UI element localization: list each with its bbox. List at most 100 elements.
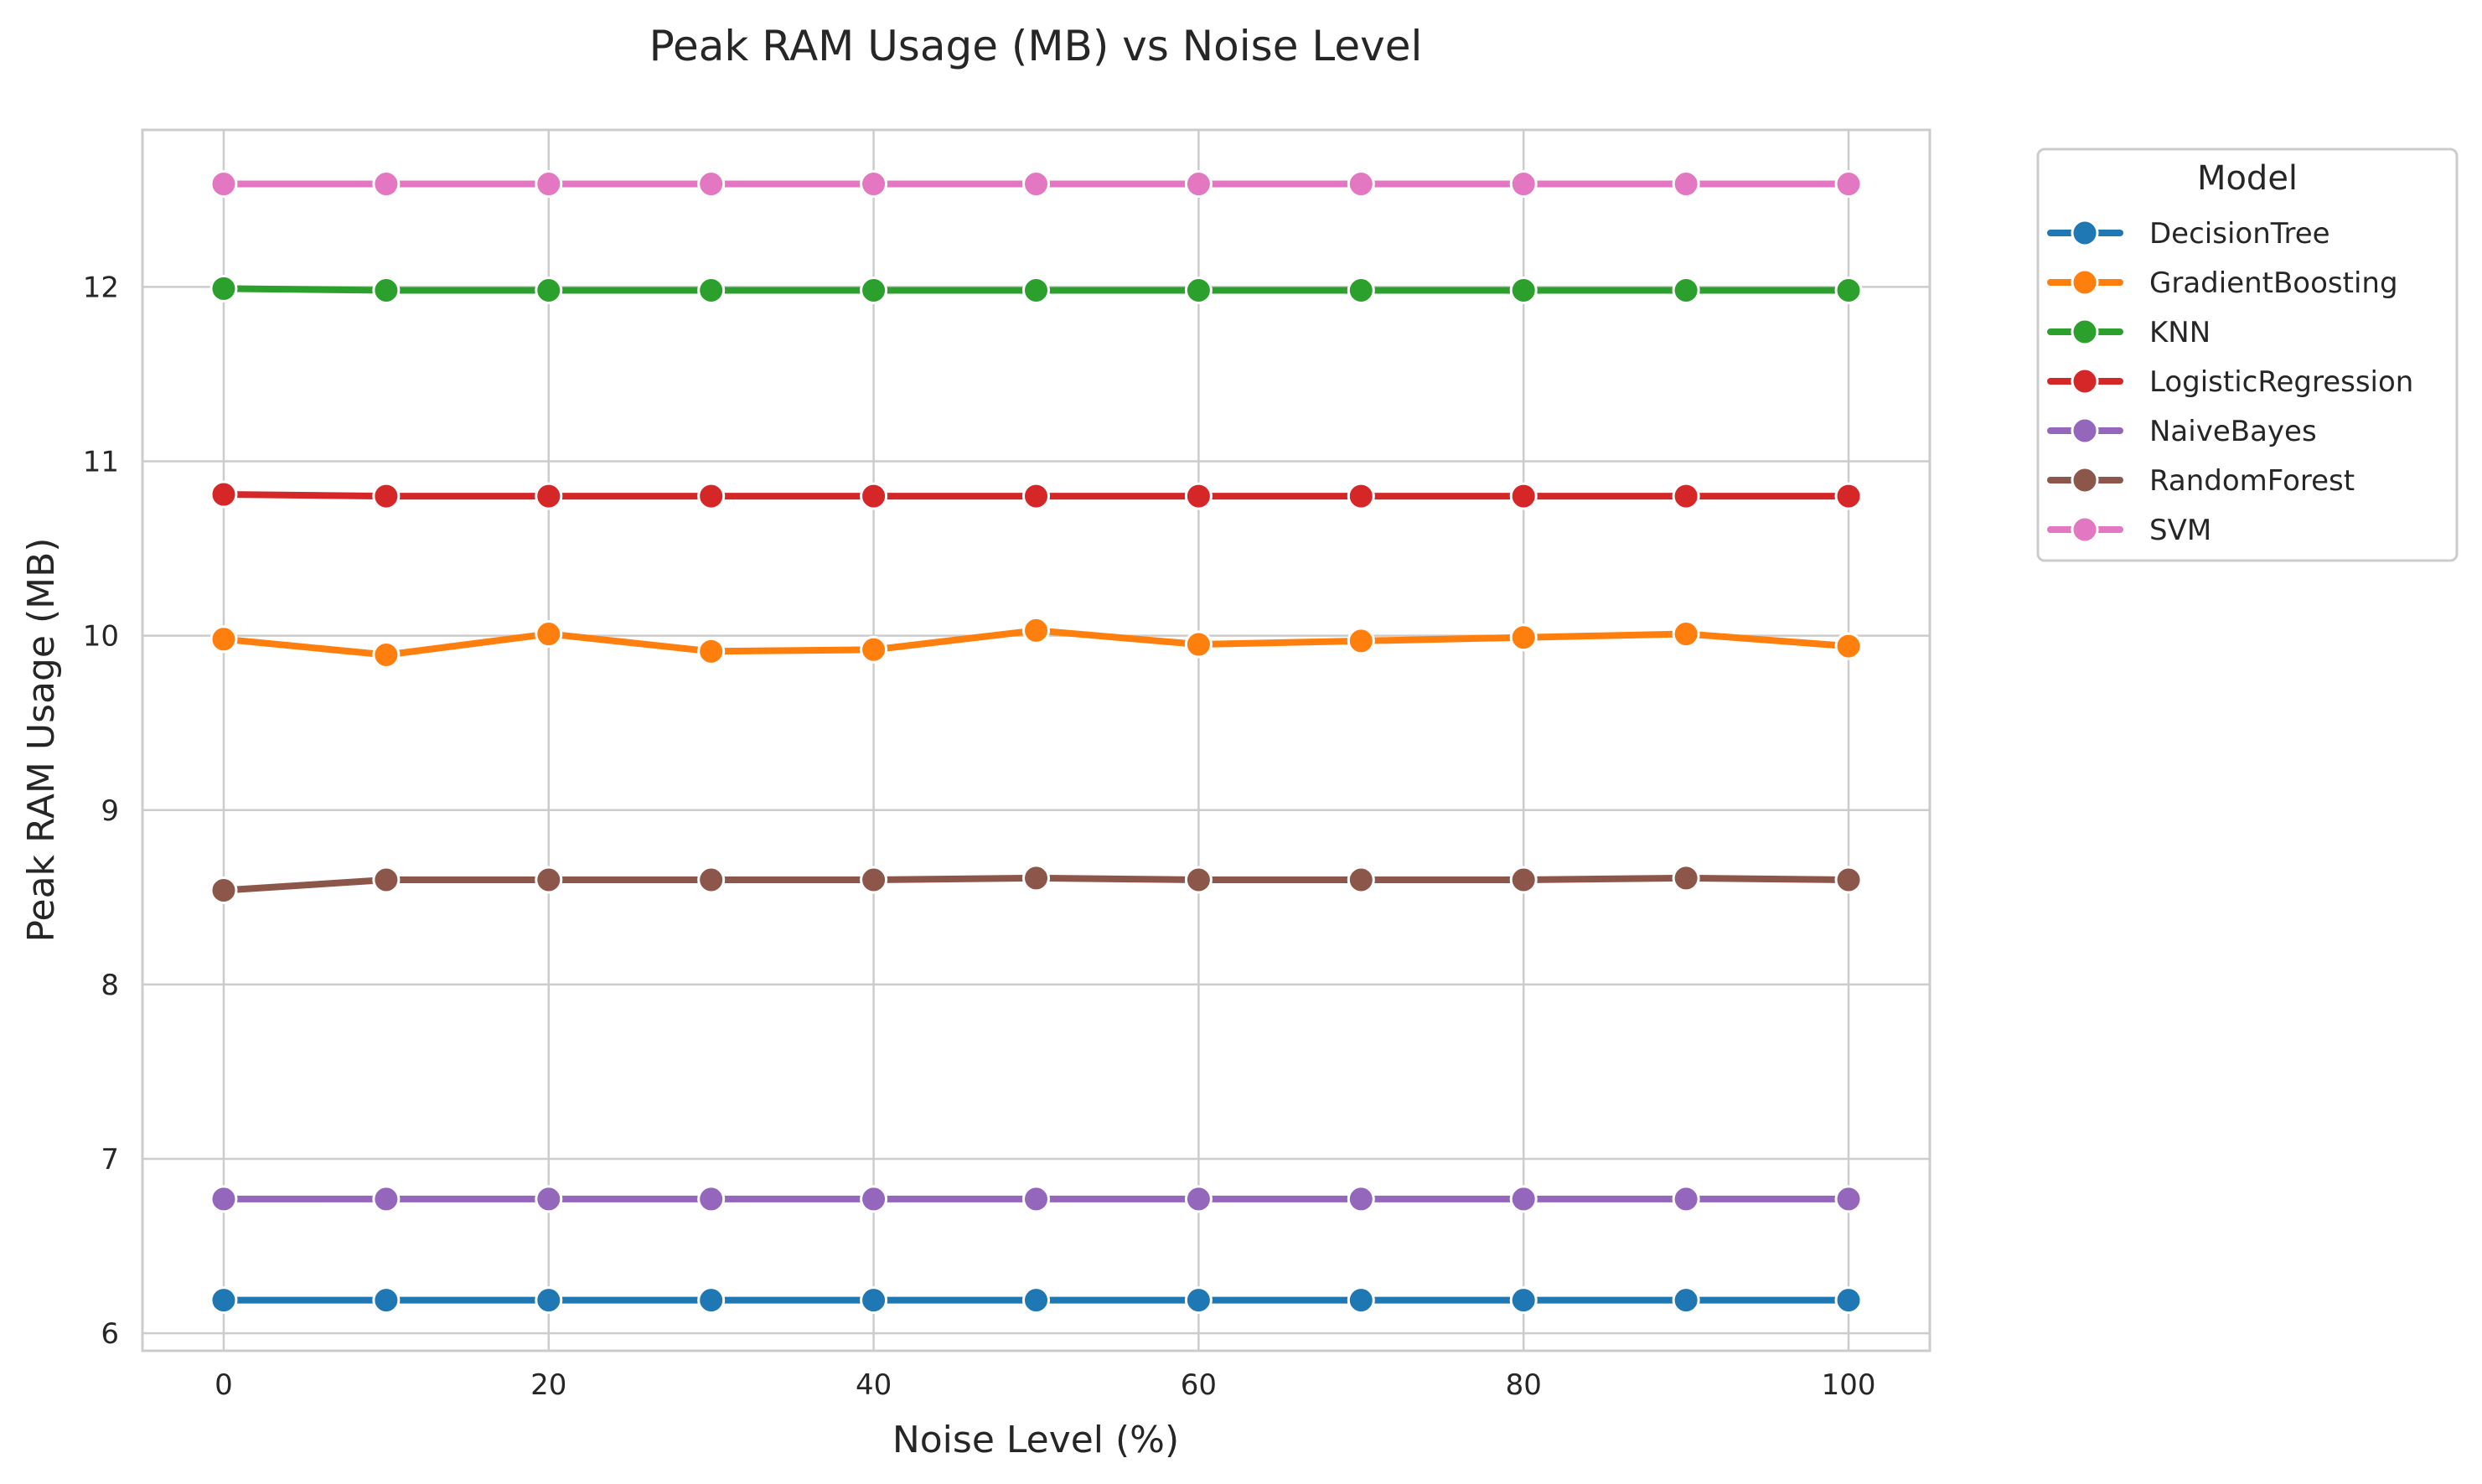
data-point-decisiontree — [372, 1286, 401, 1315]
series-naivebayes — [209, 1185, 1863, 1213]
legend-swatch-marker — [2071, 219, 2099, 247]
data-point-naivebayes — [372, 1185, 401, 1213]
data-point-naivebayes — [209, 1185, 238, 1213]
data-point-knn — [697, 276, 726, 304]
data-point-svm — [372, 170, 401, 199]
y-tick-label: 7 — [101, 1143, 119, 1176]
data-point-knn — [1022, 276, 1050, 304]
legend-item-randomforest: RandomForest — [2047, 464, 2355, 498]
legend-box — [2036, 147, 2459, 562]
data-point-gradientboosting — [1347, 627, 1375, 655]
data-point-gradientboosting — [1672, 620, 1700, 649]
data-point-decisiontree — [1672, 1286, 1700, 1315]
legend-label: GradientBoosting — [2149, 266, 2398, 300]
legend-label: DecisionTree — [2149, 217, 2330, 251]
legend-items: DecisionTree GradientBoosting KNN LogisticR… — [2047, 217, 2413, 547]
data-point-decisiontree — [1184, 1286, 1213, 1315]
data-point-naivebayes — [697, 1185, 726, 1213]
data-point-svm — [209, 170, 238, 199]
data-point-randomforest — [535, 866, 563, 894]
data-point-naivebayes — [1022, 1185, 1050, 1213]
data-point-logisticregression — [1347, 482, 1375, 510]
series-decisiontree — [209, 1286, 1863, 1315]
legend-swatch-marker — [2071, 515, 2099, 544]
legend: Model DecisionTree GradientBoosting KNN Log… — [2036, 147, 2459, 562]
data-point-gradientboosting — [209, 625, 238, 654]
data-point-randomforest — [372, 866, 401, 894]
data-point-gradientboosting — [1834, 632, 1863, 660]
y-tick-label: 12 — [83, 271, 119, 304]
data-point-randomforest — [209, 876, 238, 905]
x-tick-label: 60 — [1181, 1368, 1217, 1402]
data-point-knn — [372, 276, 401, 304]
y-tick-label: 11 — [83, 445, 119, 478]
chart-title: Peak RAM Usage (MB) vs Noise Level — [649, 22, 1423, 70]
data-point-logisticregression — [1022, 482, 1050, 510]
data-point-svm — [860, 170, 888, 199]
data-point-knn — [1184, 276, 1213, 304]
data-point-gradientboosting — [1509, 623, 1538, 652]
data-point-gradientboosting — [1022, 616, 1050, 644]
data-point-randomforest — [697, 866, 726, 894]
legend-label: NaiveBayes — [2149, 415, 2317, 448]
data-point-decisiontree — [1834, 1286, 1863, 1315]
data-point-naivebayes — [860, 1185, 888, 1213]
data-point-naivebayes — [1672, 1185, 1700, 1213]
data-point-decisiontree — [860, 1286, 888, 1315]
series-layer — [209, 170, 1863, 1315]
data-point-randomforest — [1184, 866, 1213, 894]
data-point-logisticregression — [1184, 482, 1213, 510]
data-point-decisiontree — [1022, 1286, 1050, 1315]
series-knn — [209, 274, 1863, 304]
legend-swatch-marker — [2071, 318, 2099, 346]
data-point-svm — [1184, 170, 1213, 199]
x-tick-label: 0 — [215, 1368, 233, 1402]
x-tick-label: 20 — [530, 1368, 566, 1402]
legend-swatch-marker — [2071, 367, 2099, 396]
data-point-naivebayes — [1347, 1185, 1375, 1213]
data-point-randomforest — [1672, 864, 1700, 892]
data-point-decisiontree — [209, 1286, 238, 1315]
data-point-svm — [697, 170, 726, 199]
data-point-logisticregression — [860, 482, 888, 510]
data-point-logisticregression — [1834, 482, 1863, 510]
legend-item-svm: SVM — [2047, 514, 2211, 547]
legend-label: SVM — [2149, 514, 2211, 547]
legend-item-naivebayes: NaiveBayes — [2047, 415, 2317, 448]
data-point-svm — [1834, 170, 1863, 199]
data-point-decisiontree — [1509, 1286, 1538, 1315]
legend-label: LogisticRegression — [2149, 365, 2413, 399]
data-point-randomforest — [1509, 866, 1538, 894]
data-point-knn — [1509, 276, 1538, 304]
data-point-logisticregression — [535, 482, 563, 510]
data-point-gradientboosting — [372, 641, 401, 670]
data-point-gradientboosting — [535, 620, 563, 649]
data-point-naivebayes — [1184, 1185, 1213, 1213]
y-tick-label: 9 — [101, 794, 119, 828]
data-point-decisiontree — [697, 1286, 726, 1315]
data-point-decisiontree — [535, 1286, 563, 1315]
data-point-logisticregression — [697, 482, 726, 510]
data-point-naivebayes — [1509, 1185, 1538, 1213]
data-point-randomforest — [860, 866, 888, 894]
data-point-knn — [209, 274, 238, 302]
data-point-knn — [1672, 276, 1700, 304]
data-point-svm — [1672, 170, 1700, 199]
series-randomforest — [209, 864, 1863, 905]
x-tick-labels: 0 20 40 60 80 100 — [215, 1368, 1875, 1402]
data-point-logisticregression — [372, 482, 401, 510]
legend-item-gradientboosting: GradientBoosting — [2047, 266, 2398, 300]
data-point-gradientboosting — [860, 635, 888, 664]
data-point-logisticregression — [209, 480, 238, 509]
series-svm — [209, 170, 1863, 199]
data-point-svm — [1509, 170, 1538, 199]
series-logisticregression — [209, 480, 1863, 510]
data-point-knn — [1834, 276, 1863, 304]
x-tick-label: 40 — [856, 1368, 892, 1402]
data-point-knn — [535, 276, 563, 304]
x-axis-title: Noise Level (%) — [892, 1419, 1179, 1461]
legend-item-knn: KNN — [2047, 316, 2211, 349]
y-tick-label: 6 — [101, 1317, 119, 1351]
